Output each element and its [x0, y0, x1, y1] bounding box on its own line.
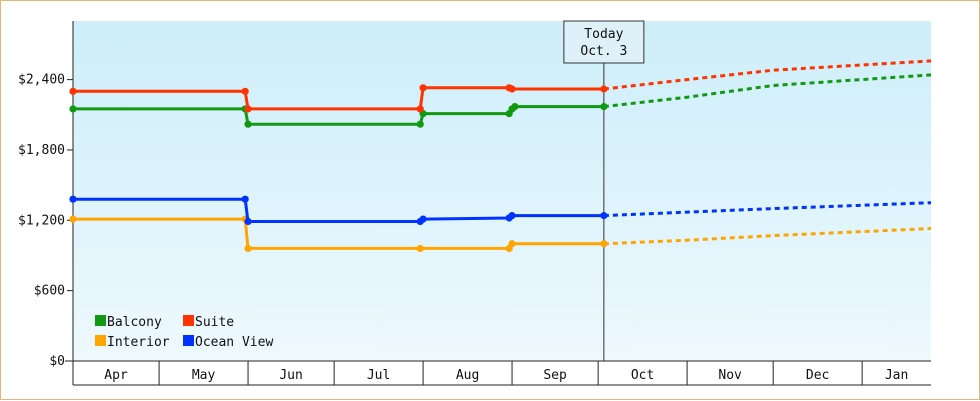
month-label: Oct — [631, 368, 654, 383]
y-tick-label: $0 — [49, 354, 65, 369]
data-point — [419, 84, 427, 92]
legend-label-ocean-view: Ocean View — [195, 335, 273, 350]
series-suite — [69, 59, 932, 113]
month-label: Sep — [543, 368, 567, 383]
series-layer — [69, 59, 932, 253]
data-point — [69, 195, 77, 203]
data-point — [508, 85, 516, 93]
data-point — [600, 240, 608, 248]
month-label: Aug — [456, 368, 479, 383]
month-label: Nov — [718, 368, 742, 383]
month-label: May — [192, 368, 216, 383]
legend: Balcony Suite Interior Ocean View — [95, 315, 273, 350]
today-marker: Today Oct. 3 — [563, 20, 645, 361]
y-tick-label: $1,800 — [18, 143, 65, 158]
month-label: Dec — [806, 368, 829, 383]
month-label: Apr — [104, 368, 128, 383]
y-tick-label: $600 — [34, 284, 65, 299]
legend-label-balcony: Balcony — [107, 315, 162, 330]
plot-area — [73, 21, 931, 361]
data-point — [416, 120, 424, 128]
data-point — [416, 105, 424, 113]
data-point — [69, 87, 77, 95]
legend-label-interior: Interior — [107, 335, 170, 350]
forecast-line-balcony — [603, 73, 932, 109]
month-label: Jan — [885, 368, 908, 383]
data-point — [241, 87, 249, 95]
legend-swatch-suite — [183, 315, 194, 326]
data-point — [419, 215, 427, 223]
data-point — [600, 102, 608, 111]
data-point — [600, 85, 608, 93]
data-point — [244, 217, 252, 226]
month-label: Jul — [367, 368, 390, 383]
data-point — [508, 240, 516, 248]
legend-swatch-ocean-view — [183, 335, 194, 346]
data-point — [241, 195, 249, 203]
today-label: Today — [584, 27, 623, 42]
forecast-line-interior — [603, 227, 932, 246]
data-point — [600, 212, 608, 220]
data-point — [69, 105, 77, 113]
forecast-line-suite — [603, 59, 932, 91]
data-point — [244, 120, 252, 128]
month-label: Jun — [279, 368, 302, 383]
data-point — [508, 212, 516, 220]
axes: $0 $600 $1,200 $1,800 $2,400 Apr May Jun Jul Aug S… — [18, 21, 931, 386]
legend-swatch-balcony — [95, 315, 106, 326]
data-point — [511, 102, 519, 111]
forecast-line-ocean-view — [603, 201, 932, 218]
today-date: Oct. 3 — [580, 44, 627, 59]
today-box — [563, 20, 645, 64]
y-tick-label: $2,400 — [18, 73, 65, 88]
data-point — [244, 105, 252, 113]
series-interior — [69, 215, 932, 253]
legend-swatch-interior — [95, 335, 106, 346]
series-ocean-view — [69, 195, 932, 226]
legend-label-suite: Suite — [195, 315, 234, 330]
data-point — [416, 244, 424, 253]
y-tick-label: $1,200 — [18, 213, 65, 228]
data-point — [244, 244, 252, 253]
data-point — [69, 215, 77, 223]
